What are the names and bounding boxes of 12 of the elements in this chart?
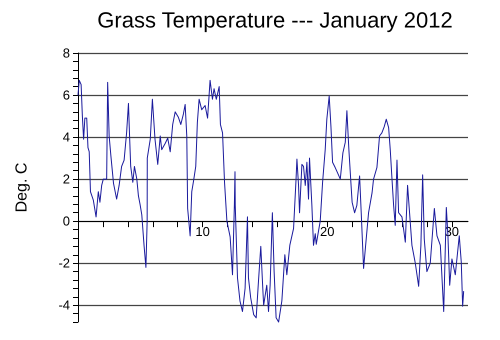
y-axis-title: Deg. C — [14, 162, 30, 212]
y-tick-label: 6 — [62, 88, 70, 103]
y-tick-label: 8 — [62, 46, 70, 60]
line-series — [78, 80, 464, 322]
y-tick-label: -2 — [58, 256, 70, 271]
y-tick-label: 4 — [62, 130, 70, 145]
chart-title: Grass Temperature --- January 2012 — [97, 8, 453, 32]
x-tick-label: 20 — [320, 224, 334, 240]
y-tick-label: 2 — [62, 172, 70, 187]
y-tick-label: -4 — [58, 298, 70, 313]
x-tick-label: 10 — [195, 224, 210, 240]
y-tick-label: 0 — [62, 214, 70, 229]
